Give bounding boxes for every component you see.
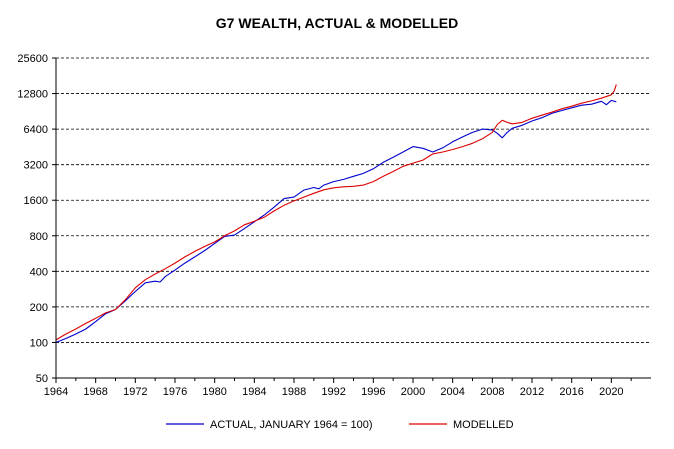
x-tick-label: 1972 — [123, 386, 147, 398]
chart-title: G7 WEALTH, ACTUAL & MODELLED — [216, 15, 458, 31]
x-axis-ticks: 1964 1968 1972 1976 1980 1984 1988 1992 1996 2000… — [44, 378, 632, 398]
y-tick-label: 1600 — [24, 195, 48, 207]
x-tick-label: 2004 — [440, 386, 464, 398]
gridlines — [56, 57, 651, 343]
series-actual-line — [55, 99, 617, 343]
y-axis-ticks: 25600 12800 6400 3200 1600 800 400 200 100 50 — [17, 53, 56, 385]
series-lines — [55, 84, 617, 343]
axes — [55, 58, 651, 379]
y-tick-label: 800 — [30, 231, 48, 243]
series-modelled-line — [55, 84, 617, 341]
x-tick-label: 2008 — [480, 386, 504, 398]
x-tick-label: 1992 — [321, 386, 345, 398]
x-tick-label: 1980 — [202, 386, 226, 398]
y-tick-label: 50 — [36, 373, 48, 385]
x-tick-label: 2016 — [559, 386, 583, 398]
x-tick-label: 1968 — [83, 386, 107, 398]
y-tick-label: 12800 — [17, 89, 48, 101]
x-tick-label: 2012 — [520, 386, 544, 398]
x-tick-label: 1964 — [44, 386, 68, 398]
x-tick-label: 2000 — [401, 386, 425, 398]
y-tick-label: 3200 — [24, 160, 48, 172]
y-tick-label: 25600 — [17, 53, 48, 65]
legend-label-actual: ACTUAL, JANUARY 1964 = 100) — [210, 419, 373, 431]
x-tick-label: 1996 — [361, 386, 385, 398]
x-tick-label: 1988 — [282, 386, 306, 398]
x-tick-label: 2020 — [599, 386, 623, 398]
legend-label-modelled: MODELLED — [453, 419, 514, 431]
legend: ACTUAL, JANUARY 1964 = 100) MODELLED — [166, 419, 514, 431]
y-tick-label: 400 — [30, 266, 48, 278]
y-tick-label: 100 — [30, 337, 48, 349]
x-tick-label: 1976 — [163, 386, 187, 398]
y-tick-label: 200 — [30, 302, 48, 314]
x-tick-label: 1984 — [242, 386, 266, 398]
y-tick-label: 6400 — [24, 124, 48, 136]
